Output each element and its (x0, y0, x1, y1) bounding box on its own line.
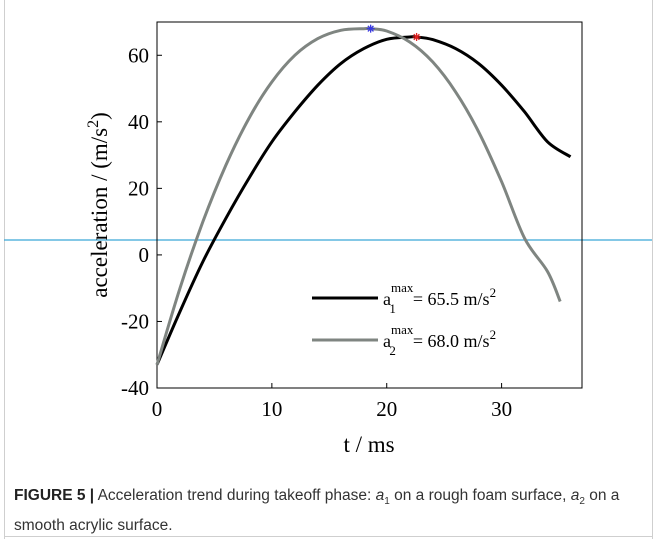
axis-ticks: 0 10 20 30 -40 -20 0 20 40 60 (121, 43, 512, 421)
caption-label: FIGURE 5 | (14, 487, 95, 504)
max-marker-a1 (412, 32, 421, 41)
caption-part1: Acceleration trend during takeoff phase: (94, 487, 376, 504)
max-marker-a2 (366, 24, 375, 33)
plot-area-frame (156, 21, 583, 389)
caption-part3: on a smooth acrylic surface. (14, 487, 620, 535)
x-tick-label: 10 (261, 397, 282, 421)
y-tick-label: -40 (121, 376, 149, 400)
figure-frame-left (4, 0, 5, 539)
legend-a1-sup: max (391, 280, 414, 295)
y-tick-label: 0 (139, 243, 150, 267)
legend-a2-unit-sup: 2 (490, 327, 497, 342)
x-tick-label: 30 (491, 397, 512, 421)
y-tick-label: 40 (128, 110, 149, 134)
legend-a2-value: = 68.0 m/s (413, 331, 490, 351)
x-tick-label: 0 (152, 397, 163, 421)
y-axis-label: acceleration / (m/s2) (85, 112, 112, 298)
legend-a2-sub: 2 (389, 343, 396, 358)
acceleration-chart: 0 10 20 30 -40 -20 0 20 40 60 acceleration / (m/s… (4, 21, 652, 457)
figure-frame-bottom (4, 536, 653, 537)
caption-var2: a (570, 487, 580, 504)
y-axis-label-text: acceleration / (m/s (87, 128, 112, 298)
svg-text:acceleration / (m/s2): acceleration / (m/s2) (85, 112, 112, 298)
y-axis-label-sup: 2 (85, 120, 102, 128)
y-tick-label: 60 (128, 43, 149, 67)
legend-label-a2: amax 2 = 68.0 m/s2 (383, 322, 496, 358)
y-tick-label: -20 (121, 309, 149, 333)
caption-var1-sub: 1 (384, 496, 390, 508)
figure-frame-right (652, 0, 653, 539)
caption-part2: on a rough foam surface, (389, 487, 571, 504)
series-line-a2 (155, 26, 562, 366)
y-tick-label: 20 (128, 176, 149, 200)
legend-a2-base: a (383, 331, 391, 351)
series-line-a1 (155, 35, 572, 366)
legend-a1-unit-sup: 2 (490, 285, 497, 300)
legend-a1-value: = 65.5 m/s (413, 289, 490, 309)
figure-caption: FIGURE 5 | Acceleration trend during tak… (14, 484, 644, 538)
series-lines (155, 26, 572, 366)
legend-a2-sup: max (391, 322, 414, 337)
y-axis-label-close: ) (87, 112, 112, 120)
caption-var2-sub: 2 (579, 496, 585, 508)
legend-label-a1: amax 1 = 65.5 m/s2 (383, 280, 496, 316)
x-tick-label: 20 (376, 397, 397, 421)
legend-a1-base: a (383, 289, 391, 309)
max-markers (366, 24, 421, 41)
x-axis-label: t / ms (343, 432, 394, 457)
caption-var1: a (375, 487, 385, 504)
legend: amax 1 = 65.5 m/s2 amax 2 = 68.0 m/s2 (312, 280, 496, 358)
legend-a1-sub: 1 (389, 301, 396, 316)
